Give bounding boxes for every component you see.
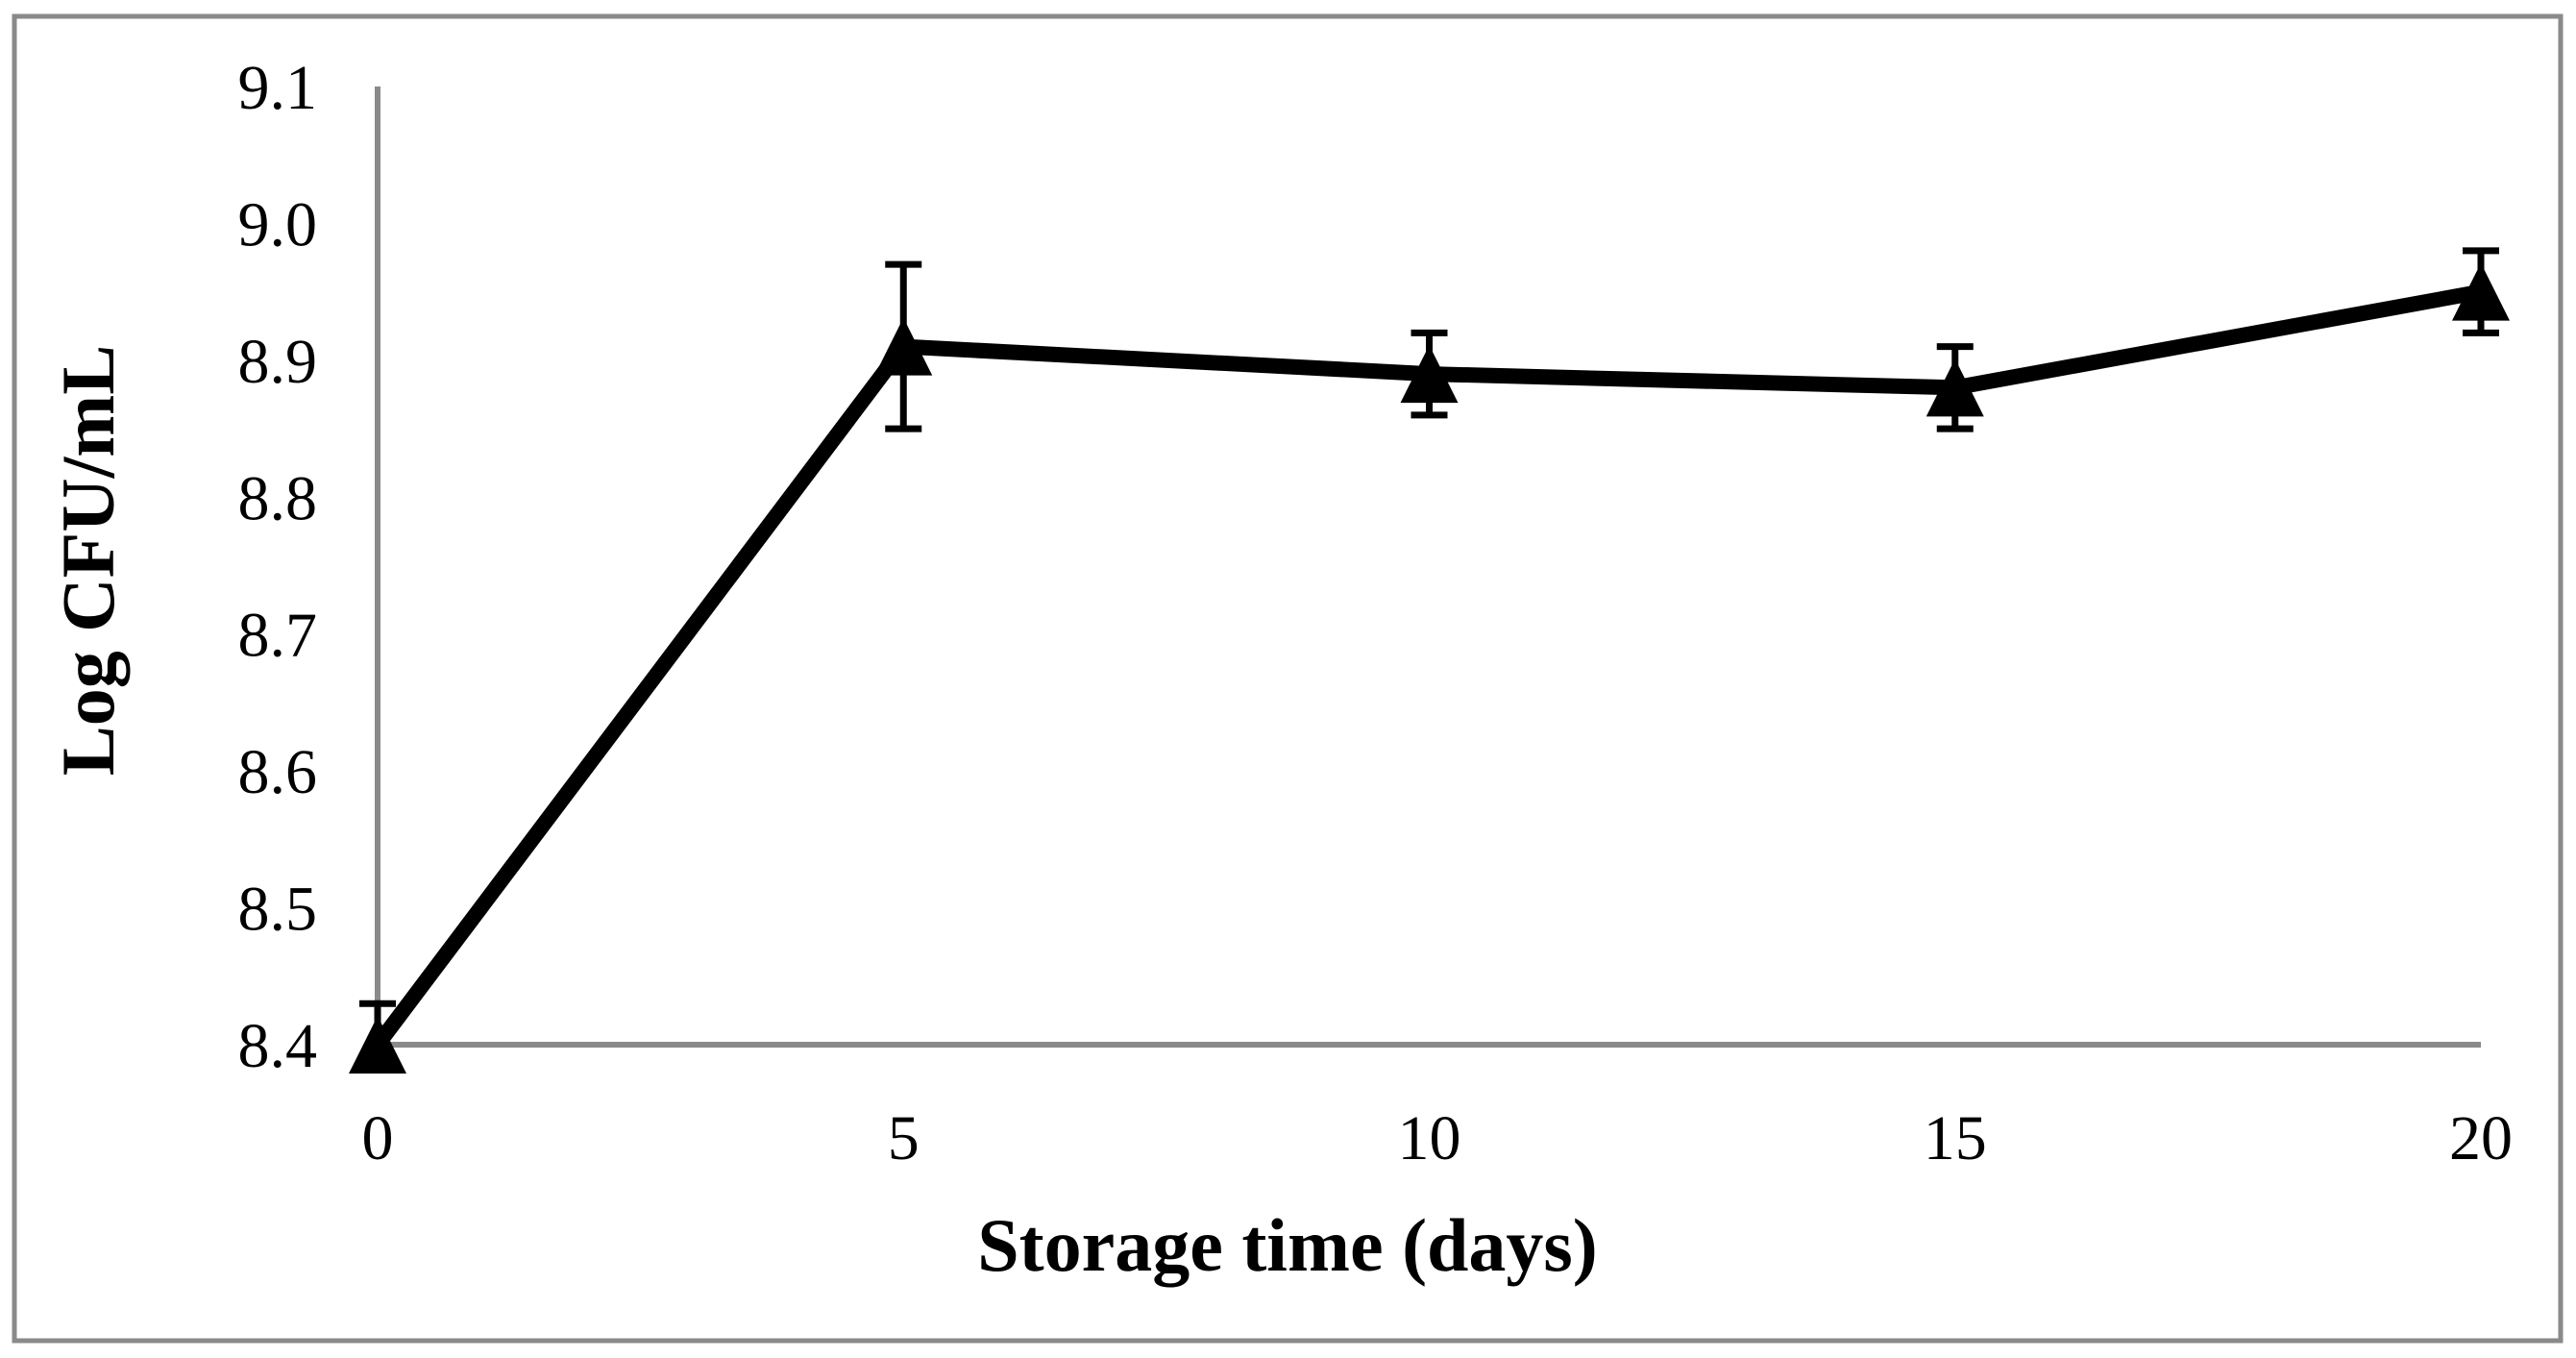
data-point-marker — [2452, 262, 2510, 321]
y-tick-label: 8.8 — [238, 463, 318, 533]
y-tick-label: 8.7 — [238, 601, 318, 671]
data-point-marker — [349, 1016, 406, 1074]
x-tick-label: 10 — [1398, 1103, 1461, 1173]
figure-border — [12, 13, 2564, 1344]
data-point-marker — [1926, 358, 1984, 417]
y-axis-title: Log CFU/mL — [46, 345, 130, 777]
plot-area: 8.4 8.5 8.6 8.7 8.8 8.9 9.0 9.1 0 5 10 15 20 — [238, 53, 2514, 1173]
data-point-marker — [1400, 345, 1459, 404]
y-tick-label: 9.1 — [238, 53, 318, 123]
y-tick-label: 8.4 — [238, 1011, 318, 1081]
y-tick-label: 8.6 — [238, 737, 318, 807]
x-axis-title: Storage time (days) — [977, 1203, 1598, 1287]
x-tick-label: 15 — [1924, 1103, 1987, 1173]
x-tick-label: 20 — [2449, 1103, 2513, 1173]
y-tick-label: 8.5 — [238, 875, 318, 945]
x-tick-label: 5 — [888, 1103, 920, 1173]
data-point-marker — [874, 317, 933, 376]
y-tick-label: 9.0 — [238, 189, 318, 259]
x-tick-label: 0 — [362, 1103, 394, 1173]
y-tick-label: 8.9 — [238, 327, 318, 397]
